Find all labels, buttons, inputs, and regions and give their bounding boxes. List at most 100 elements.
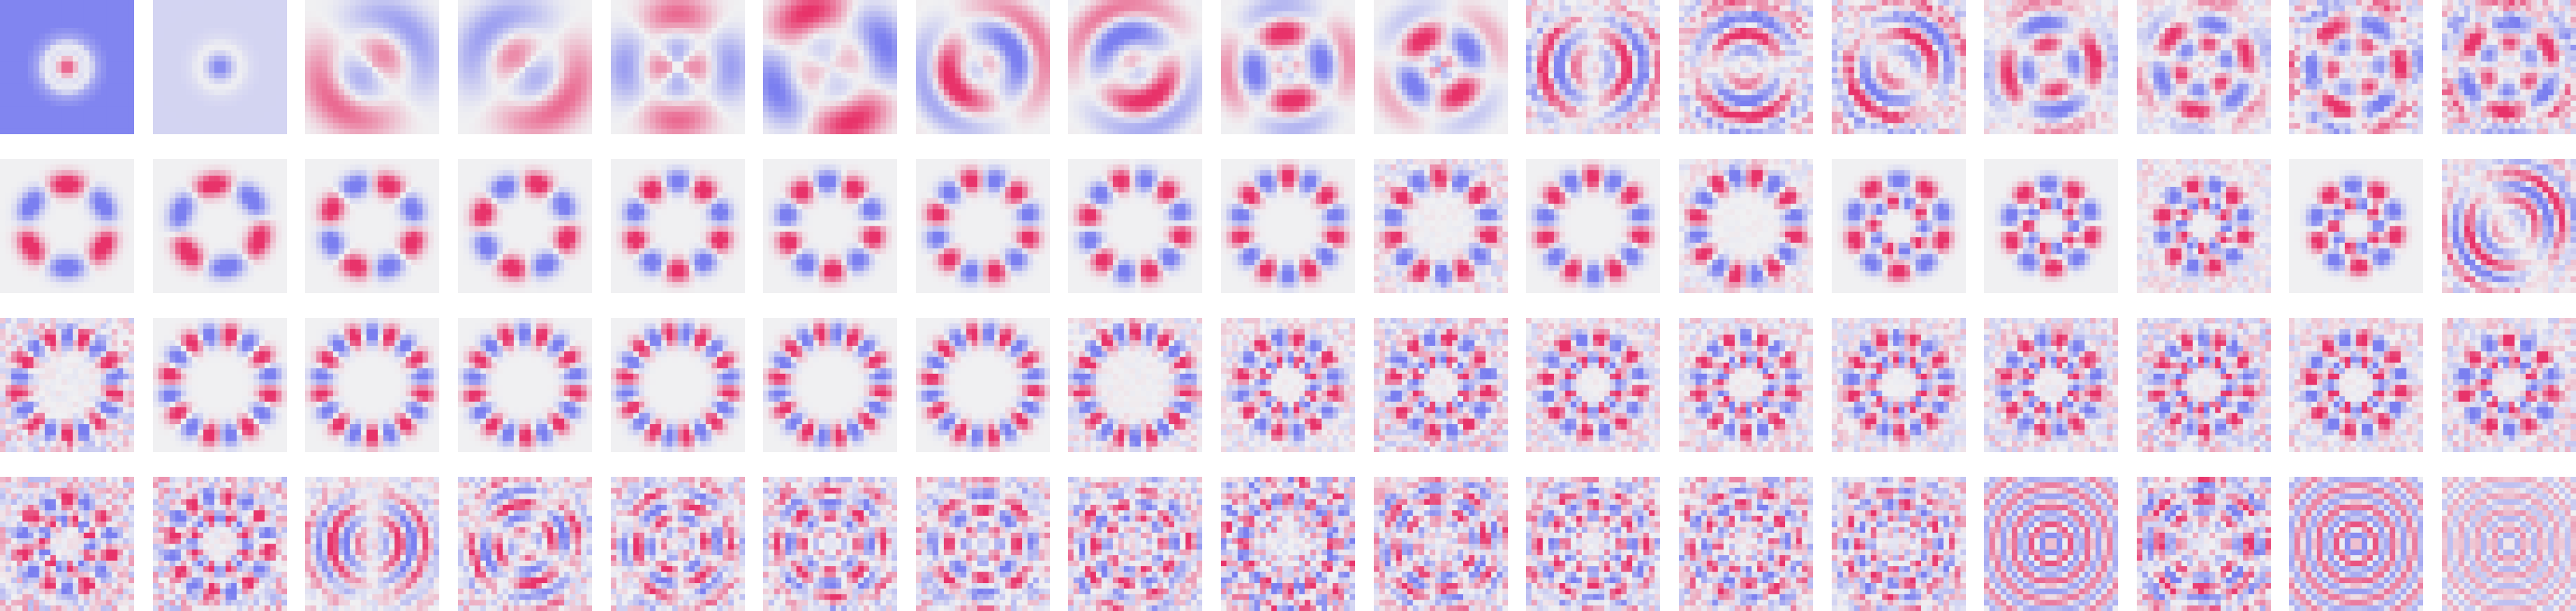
filter-pattern bbox=[1984, 159, 2118, 293]
filter-pattern bbox=[1679, 0, 1813, 134]
filter-tile bbox=[1221, 0, 1355, 134]
filter-tile bbox=[305, 0, 439, 134]
filter-tile bbox=[763, 159, 897, 293]
filter-tile bbox=[611, 159, 745, 293]
filter-tile bbox=[1832, 159, 1966, 293]
filter-tile bbox=[1832, 318, 1966, 452]
filter-tile bbox=[458, 159, 592, 293]
filter-pattern bbox=[153, 159, 287, 293]
filter-tile bbox=[2289, 159, 2423, 293]
filter-pattern bbox=[1984, 477, 2118, 611]
filter-pattern bbox=[1221, 159, 1355, 293]
filter-tile bbox=[1221, 318, 1355, 452]
filter-tile bbox=[1526, 159, 1660, 293]
filter-tile bbox=[1221, 477, 1355, 611]
filter-pattern bbox=[1526, 477, 1660, 611]
filter-pattern bbox=[763, 159, 897, 293]
filter-tile bbox=[763, 0, 897, 134]
filter-pattern bbox=[1526, 0, 1660, 134]
filter-pattern bbox=[0, 0, 134, 134]
filter-tile bbox=[1984, 477, 2118, 611]
filter-pattern bbox=[1526, 318, 1660, 452]
filter-pattern bbox=[611, 318, 745, 452]
filter-pattern bbox=[1679, 318, 1813, 452]
filter-tile bbox=[763, 477, 897, 611]
filter-pattern bbox=[763, 318, 897, 452]
filter-pattern bbox=[2137, 159, 2271, 293]
filter-tile bbox=[1068, 318, 1202, 452]
filter-tile bbox=[2289, 318, 2423, 452]
filter-pattern bbox=[305, 159, 439, 293]
filter-pattern bbox=[1221, 318, 1355, 452]
filter-tile bbox=[0, 0, 134, 134]
filter-tile bbox=[2137, 318, 2271, 452]
filter-pattern bbox=[1984, 318, 2118, 452]
filter-tile bbox=[1679, 477, 1813, 611]
filter-pattern bbox=[153, 0, 287, 134]
filter-tile bbox=[1374, 477, 1508, 611]
filter-tile bbox=[1984, 0, 2118, 134]
filter-tile bbox=[1068, 0, 1202, 134]
filter-pattern bbox=[2289, 477, 2423, 611]
filter-pattern bbox=[1832, 318, 1966, 452]
filter-pattern bbox=[153, 477, 287, 611]
filter-pattern bbox=[1068, 318, 1202, 452]
filter-tile bbox=[153, 318, 287, 452]
filter-tile bbox=[153, 477, 287, 611]
filter-tile bbox=[1679, 318, 1813, 452]
filter-pattern bbox=[1221, 0, 1355, 134]
filter-pattern bbox=[1679, 477, 1813, 611]
filter-pattern bbox=[153, 318, 287, 452]
filter-tile bbox=[2289, 0, 2423, 134]
filter-pattern bbox=[1374, 477, 1508, 611]
filter-tile bbox=[0, 159, 134, 293]
filter-pattern bbox=[1221, 477, 1355, 611]
filter-pattern bbox=[611, 0, 745, 134]
filter-pattern bbox=[1526, 159, 1660, 293]
filter-tile bbox=[1526, 0, 1660, 134]
filter-pattern bbox=[2137, 477, 2271, 611]
filter-pattern bbox=[0, 318, 134, 452]
filter-pattern bbox=[458, 318, 592, 452]
filter-tile bbox=[305, 477, 439, 611]
filter-pattern bbox=[916, 477, 1050, 611]
filter-tile bbox=[1832, 477, 1966, 611]
filter-tile bbox=[611, 477, 745, 611]
filter-pattern bbox=[458, 0, 592, 134]
filter-tile bbox=[1374, 318, 1508, 452]
filter-pattern bbox=[1068, 159, 1202, 293]
filter-pattern bbox=[916, 318, 1050, 452]
filter-pattern bbox=[1068, 0, 1202, 134]
filter-tile bbox=[1984, 318, 2118, 452]
filter-tile bbox=[2442, 159, 2576, 293]
filter-pattern bbox=[458, 159, 592, 293]
filter-pattern bbox=[2442, 0, 2576, 134]
filter-tile bbox=[0, 477, 134, 611]
filter-tile bbox=[305, 318, 439, 452]
filter-pattern bbox=[1374, 159, 1508, 293]
filter-pattern bbox=[916, 0, 1050, 134]
filter-tile bbox=[611, 0, 745, 134]
filter-pattern bbox=[1679, 159, 1813, 293]
filter-pattern bbox=[763, 477, 897, 611]
filter-tile bbox=[2137, 477, 2271, 611]
filter-pattern bbox=[611, 477, 745, 611]
filter-tile bbox=[153, 159, 287, 293]
filter-pattern bbox=[1832, 0, 1966, 134]
filter-tile bbox=[1526, 477, 1660, 611]
filter-pattern bbox=[305, 318, 439, 452]
filter-pattern bbox=[2289, 159, 2423, 293]
filter-pattern bbox=[1374, 318, 1508, 452]
filter-tile bbox=[2442, 318, 2576, 452]
filter-tile bbox=[1526, 318, 1660, 452]
filter-tile bbox=[1679, 159, 1813, 293]
filter-tile bbox=[2137, 159, 2271, 293]
filter-pattern bbox=[2442, 477, 2576, 611]
filter-tile bbox=[916, 477, 1050, 611]
filter-tile bbox=[305, 159, 439, 293]
filter-tile bbox=[1221, 159, 1355, 293]
filter-pattern bbox=[2137, 318, 2271, 452]
filter-tile bbox=[1374, 0, 1508, 134]
filter-tile bbox=[1068, 159, 1202, 293]
filter-pattern bbox=[1832, 477, 1966, 611]
